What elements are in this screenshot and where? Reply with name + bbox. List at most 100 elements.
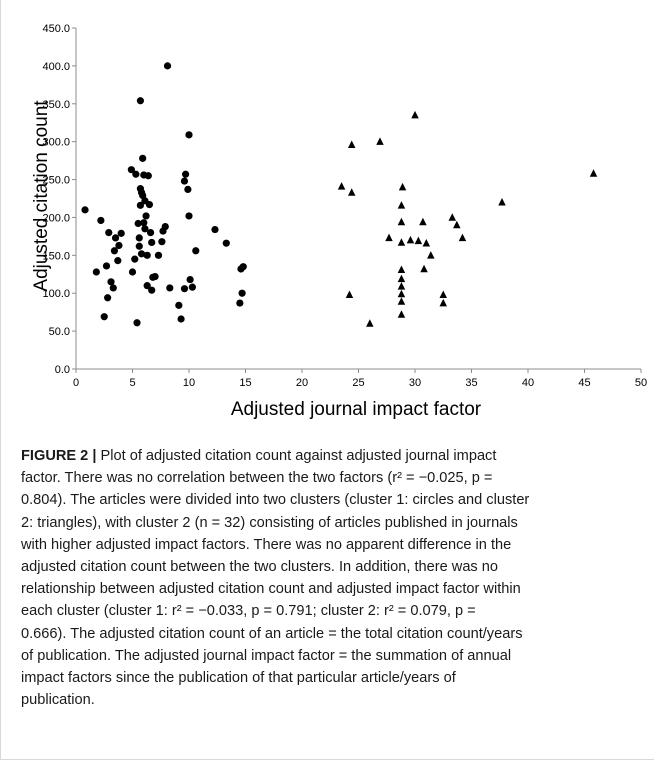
x-tick-label: 30 [409,377,421,389]
triangle-point [414,236,423,245]
circle-point [142,212,150,220]
circle-point [131,255,139,263]
x-tick-label: 35 [465,377,477,389]
caption-line-5: with higher adjusted impact factors. The… [21,536,512,553]
caption-line-1: Plot of adjusted citation count against … [96,448,497,464]
circle-point [188,283,196,291]
circle-point [136,97,145,105]
triangle-point [347,188,356,196]
caption-line-7: relationship between adjusted citation c… [21,581,521,598]
circle-point [143,282,151,290]
triangle-point [448,213,457,221]
circle-point [135,234,143,242]
circle-point [139,154,147,162]
circle-point [109,284,117,292]
triangle-point [458,233,467,242]
y-tick-label: 50.0 [49,326,70,338]
circle-point [175,301,183,309]
triangle-point [397,217,406,226]
triangle-point [337,182,346,190]
circle-point [161,222,169,231]
caption-line-12: publication. [21,692,95,709]
circle-point [102,262,111,270]
circle-point [92,268,100,276]
circle-point [185,131,193,139]
y-axis-title: Adjusted citation count [31,100,52,292]
x-tick-label: 15 [239,377,251,389]
caption-stat-2: r² = −0.033, p = 0.791; cluster 2: r² = … [171,603,476,620]
circle-point [127,166,135,174]
circle-point [114,257,122,265]
circle-point [145,200,154,209]
circle-point [111,234,120,242]
circle-point [236,299,244,307]
circle-point [105,229,113,237]
triangle-point [366,319,374,327]
y-tick-label: 350.0 [42,99,70,111]
circle-point [192,247,200,255]
x-tick-label: 40 [522,377,534,389]
triangle-point [397,297,406,305]
triangle-point [397,282,406,290]
circle-point [166,284,174,292]
circle-point [136,201,145,209]
triangle-point [419,217,427,226]
circle-point [104,294,112,302]
circle-point [141,225,149,233]
tick-labels: 0.050.0100.0150.0200.0250.0300.0350.0400… [42,23,647,389]
triangle-point [420,264,428,273]
y-tick-label: 0.0 [55,364,70,376]
axes [72,27,642,373]
triangle-point [397,310,406,318]
triangle-point [397,289,406,298]
circle-point [97,216,105,225]
triangle-point [453,220,461,229]
triangle-point [589,169,598,177]
scatter-plot: 0.050.0100.0150.0200.0250.0300.0350.0400… [31,23,647,420]
y-tick-label: 100.0 [42,288,70,300]
circle-point [222,239,230,247]
circle-point [140,219,148,227]
caption-line-4: 2: triangles), with cluster 2 ( [21,514,200,531]
y-tick-label: 200.0 [42,212,70,224]
circle-point [144,172,152,180]
circle-point [211,225,219,234]
x-axis-title: Adjusted journal impact factor [231,399,482,420]
triangle-point [397,201,406,209]
circle-point [154,251,163,259]
circle-point [135,242,143,250]
circle-point [107,278,115,286]
caption-line-3: 0.804). The articles were divided into t… [21,492,530,509]
y-tick-label: 450.0 [42,23,70,35]
triangle-point [376,137,384,145]
circle-point [81,206,89,214]
circle-point [239,263,247,271]
caption-stat-1: r² = −0.025, p = [392,470,493,487]
caption-line-8: each cluster (cluster 1: [21,603,172,620]
triangle-point [345,290,354,298]
circle-point [186,275,194,284]
triangle-point [411,110,419,119]
circle-point [163,62,172,70]
circle-point [180,285,189,293]
x-tick-label: 25 [352,377,364,389]
circle-point [177,315,185,323]
circle-point [151,272,159,281]
caption-line-6: adjusted citation count between the two … [21,559,499,576]
triangle-point [397,265,406,273]
x-tick-label: 45 [578,377,590,389]
circle-point [132,170,140,178]
y-tick-label: 400.0 [42,61,70,73]
x-tick-label: 20 [296,377,308,389]
circle-point [184,185,192,194]
y-tick-label: 150.0 [42,250,70,262]
circle-point [238,289,246,297]
x-tick-label: 5 [129,377,135,389]
circle-point [158,238,166,246]
circle-point [146,229,155,237]
y-tick-label: 250.0 [42,175,70,187]
triangle-point [439,290,447,298]
circle-point [100,313,108,321]
caption-figure-label: FIGURE 2 | [21,448,97,464]
